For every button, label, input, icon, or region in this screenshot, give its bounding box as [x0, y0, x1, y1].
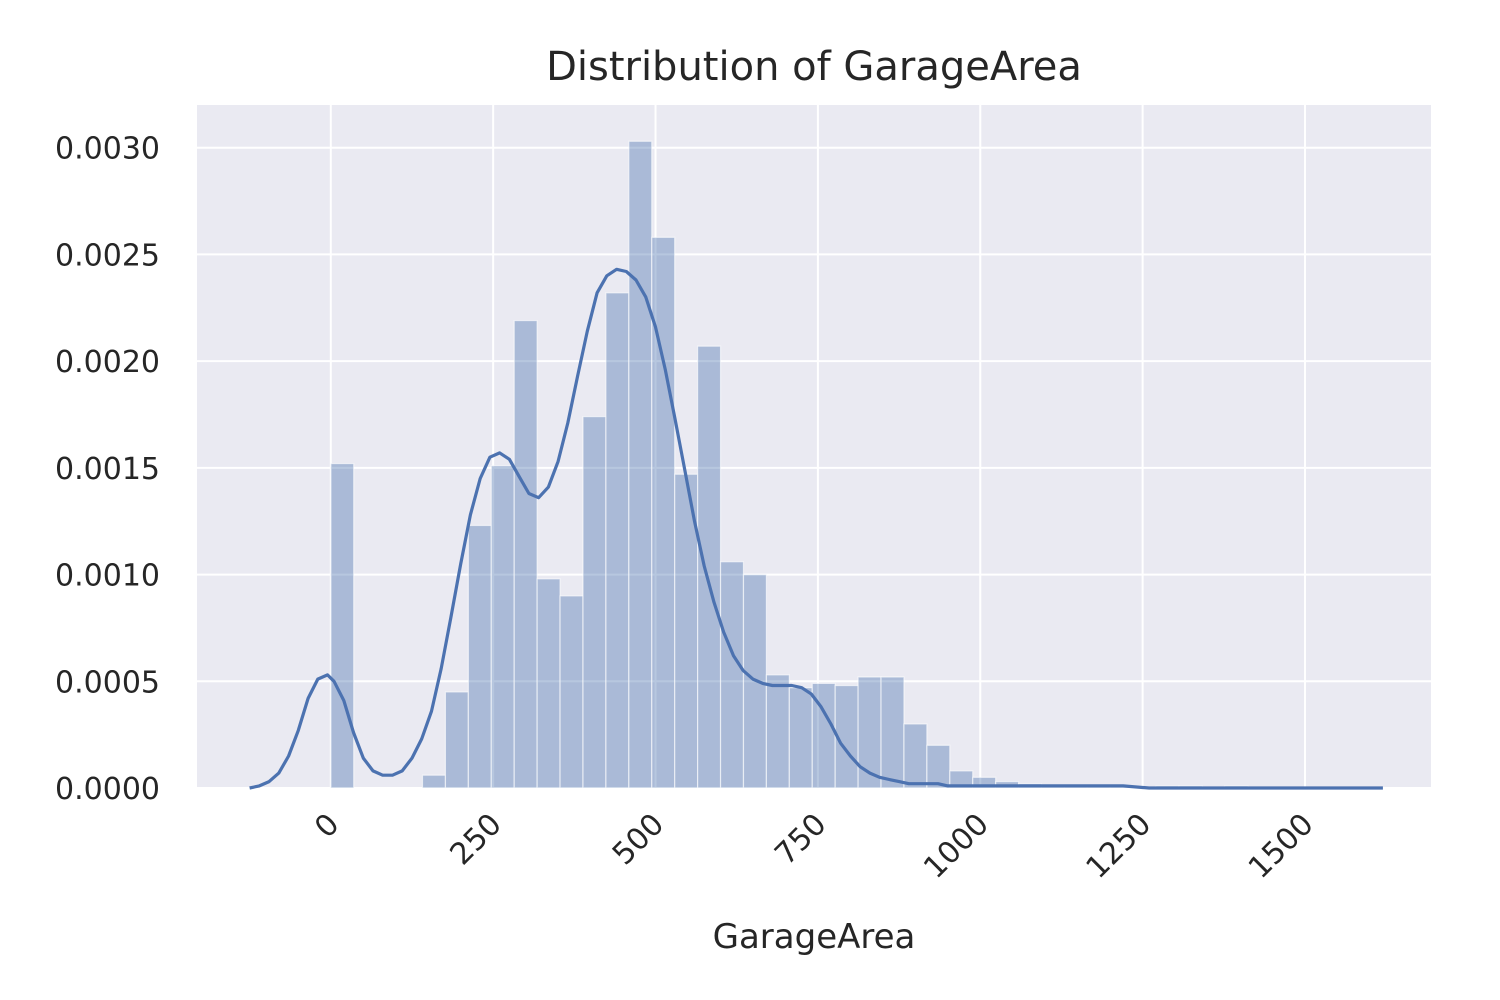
plot-area [197, 105, 1431, 788]
chart-title: Distribution of GarageArea [546, 44, 1082, 90]
histogram-bar [926, 744, 951, 789]
histogram-bar [788, 687, 813, 789]
kde-curve-group [249, 267, 1383, 790]
y-tick-label: 0.0020 [55, 345, 160, 380]
histogram-bar [444, 691, 469, 789]
x-tick-label: 1250 [1080, 807, 1159, 886]
y-tick-label: 0.0030 [55, 132, 160, 167]
histogram-bar [765, 674, 790, 789]
histogram-bar [421, 774, 447, 789]
x-tick-label: 250 [444, 807, 509, 872]
y-tick-label: 0.0025 [55, 238, 160, 273]
histogram-bar [467, 524, 492, 789]
x-tick-label: 1500 [1242, 807, 1321, 886]
grid-lines [197, 105, 1431, 789]
histogram-bar [536, 578, 561, 789]
y-axis-ticks: 0.0000 0.0005 0.0010 0.0015 0.0020 0.0025 0.00… [55, 132, 160, 807]
x-axis-label: GarageArea [713, 917, 916, 957]
histogram-bar [605, 292, 630, 789]
histogram-bar [559, 595, 584, 789]
histogram-bars [330, 140, 1249, 789]
x-tick-label: 750 [768, 807, 833, 872]
histogram-bar [513, 319, 538, 789]
histogram-bar [582, 416, 607, 789]
y-tick-label: 0.0005 [55, 665, 160, 700]
x-axis-ticks: 0 250 500 750 1000 1250 1500 [308, 807, 1320, 886]
y-tick-label: 0.0000 [55, 772, 160, 807]
histogram-bar [880, 676, 905, 789]
histogram-bar [903, 723, 928, 789]
histogram-bar [697, 345, 722, 789]
x-tick-label: 0 [308, 807, 346, 845]
histogram-bar [651, 236, 676, 789]
histogram-bar [628, 140, 653, 789]
y-tick-label: 0.0010 [55, 559, 160, 594]
x-tick-label: 500 [606, 807, 671, 872]
x-tick-label: 1000 [917, 807, 996, 886]
histogram-bar [719, 561, 745, 789]
histogram-bar [330, 462, 355, 789]
y-tick-label: 0.0015 [55, 452, 160, 487]
kde-line [249, 267, 1383, 790]
histogram-bar [490, 465, 515, 789]
